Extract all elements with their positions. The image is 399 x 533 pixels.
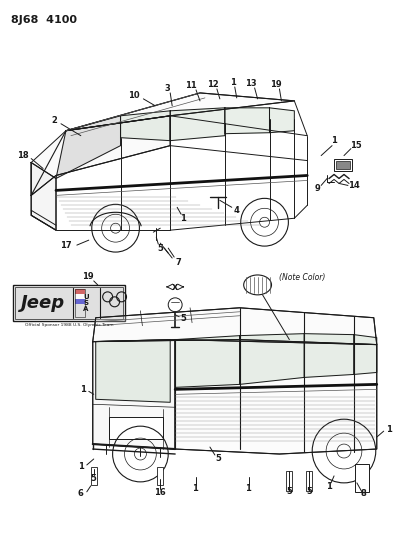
Bar: [286, 471, 292, 491]
Text: x: x: [172, 282, 178, 292]
Text: 1: 1: [245, 484, 251, 494]
Bar: [75, 299, 85, 304]
Bar: [75, 294, 85, 299]
Text: 1: 1: [386, 425, 391, 434]
Text: 1: 1: [80, 385, 86, 394]
Text: 15: 15: [350, 141, 362, 150]
Text: 5: 5: [91, 474, 97, 483]
Text: 3: 3: [164, 84, 170, 93]
Text: 1: 1: [326, 482, 332, 491]
Bar: [15, 287, 122, 319]
Text: 19: 19: [270, 80, 281, 90]
Polygon shape: [96, 340, 170, 402]
Polygon shape: [175, 336, 240, 387]
Polygon shape: [31, 163, 56, 230]
Polygon shape: [93, 340, 175, 449]
Ellipse shape: [244, 275, 271, 295]
Text: 14: 14: [348, 181, 360, 190]
Polygon shape: [120, 111, 170, 141]
Polygon shape: [304, 334, 354, 377]
Polygon shape: [66, 93, 294, 131]
Text: 8: 8: [361, 489, 367, 498]
Polygon shape: [31, 116, 170, 196]
Text: 18: 18: [18, 151, 29, 160]
Text: 1: 1: [192, 484, 198, 494]
Text: 11: 11: [185, 82, 197, 91]
Text: 7: 7: [175, 257, 181, 266]
Text: 12: 12: [207, 80, 219, 90]
Text: Official Sponsor 1988 U.S. Olympic Team: Official Sponsor 1988 U.S. Olympic Team: [25, 322, 113, 327]
Text: 5: 5: [215, 455, 221, 464]
Text: 17: 17: [60, 240, 72, 249]
Bar: [306, 471, 312, 491]
Text: 5: 5: [306, 487, 312, 496]
Text: U: U: [83, 294, 89, 300]
Polygon shape: [225, 108, 269, 134]
Bar: [334, 158, 352, 171]
Bar: [157, 467, 163, 485]
Text: 19: 19: [82, 272, 94, 281]
Text: 5: 5: [157, 244, 163, 253]
Text: 1: 1: [331, 136, 337, 145]
Polygon shape: [269, 108, 294, 133]
Text: 16: 16: [154, 488, 166, 497]
Polygon shape: [170, 108, 225, 141]
Text: 1: 1: [180, 214, 186, 223]
Text: 2: 2: [51, 116, 57, 125]
Bar: [75, 289, 85, 317]
Text: 10: 10: [128, 91, 139, 100]
Bar: [13, 285, 124, 321]
Text: 9: 9: [314, 184, 320, 193]
Text: 4: 4: [234, 206, 240, 215]
Text: 5: 5: [286, 487, 292, 496]
Text: Jeep: Jeep: [21, 294, 65, 312]
Text: 1: 1: [230, 78, 236, 87]
Polygon shape: [56, 116, 120, 179]
Text: 5: 5: [180, 314, 186, 323]
Text: (Note Color): (Note Color): [279, 273, 326, 282]
Text: 6: 6: [78, 489, 84, 498]
Text: A: A: [83, 306, 89, 312]
Polygon shape: [93, 308, 377, 345]
Bar: [109, 417, 163, 439]
Bar: [336, 160, 350, 168]
Polygon shape: [240, 334, 304, 384]
Text: S: S: [83, 300, 88, 306]
Bar: [355, 464, 369, 492]
Text: 1: 1: [78, 463, 84, 472]
Polygon shape: [354, 335, 377, 375]
Text: 8J68  4100: 8J68 4100: [11, 15, 77, 25]
Bar: [91, 467, 97, 485]
Text: 13: 13: [245, 79, 257, 88]
Polygon shape: [175, 340, 377, 454]
Bar: [75, 289, 85, 294]
